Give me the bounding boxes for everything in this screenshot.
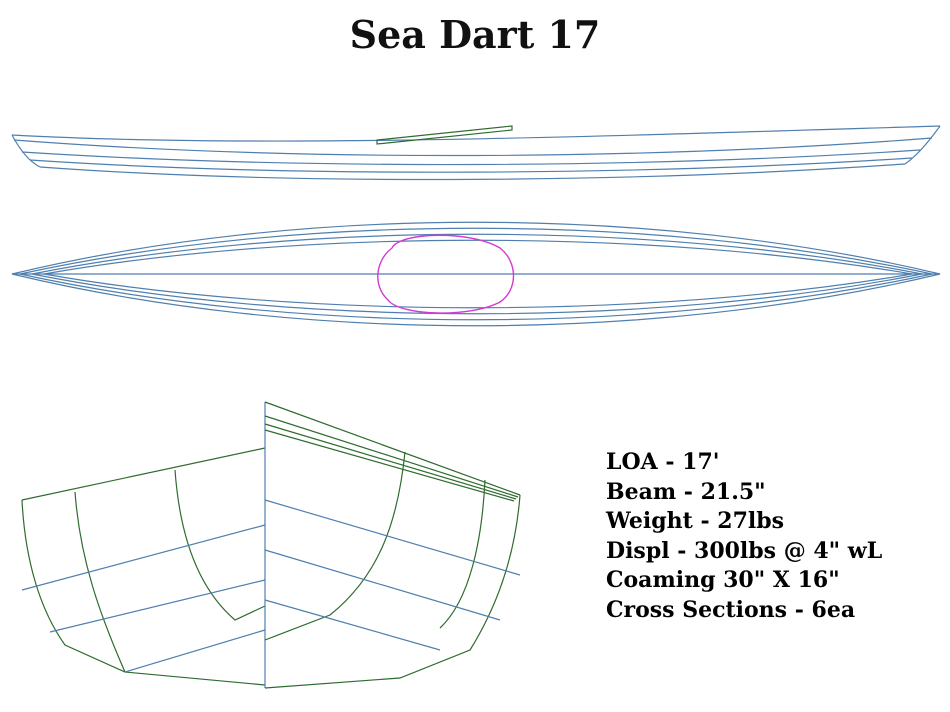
waterline-6 — [264, 599, 441, 651]
sheer-line-c — [264, 423, 517, 500]
plan-outline-3 — [31, 233, 923, 315]
section-line-3 — [174, 469, 266, 621]
waterline-4 — [264, 499, 521, 576]
sheer-line-a — [264, 401, 521, 496]
drawing-title: Sea Dart 17 — [349, 12, 601, 57]
coaming-outline — [377, 234, 515, 314]
section-line-1 — [21, 447, 266, 501]
spec-coaming: Coaming 30" X 16" — [606, 567, 840, 593]
plan-outline-1 — [11, 221, 941, 327]
section-line-2 — [74, 491, 126, 673]
waterline-2 — [49, 579, 266, 633]
sheer-line-d — [264, 429, 515, 502]
spec-weight: Weight - 27lbs — [606, 508, 784, 534]
coaming-profile — [376, 125, 513, 145]
profile-keel-line — [39, 163, 906, 181]
spec-cross-sections: Cross Sections - 6ea — [606, 596, 856, 623]
section-outline-right — [264, 494, 521, 689]
sheer-line-b — [264, 415, 519, 498]
waterline-1 — [21, 524, 266, 591]
plan-outline-4 — [43, 239, 913, 309]
spec-loa: LOA - 17' — [606, 449, 720, 475]
section-line-4 — [439, 479, 486, 629]
section-outline-left — [21, 499, 266, 686]
profile-chine-line-1 — [13, 137, 933, 157]
waterline-3 — [124, 629, 266, 673]
body-plan — [21, 401, 521, 689]
profile-stem — [11, 134, 41, 168]
section-line-5 — [264, 451, 406, 641]
waterline-5 — [264, 549, 501, 621]
plan-view — [11, 221, 941, 327]
profile-stern — [904, 125, 941, 165]
spec-list: LOA - 17' Beam - 21.5" Weight - 27lbs Di… — [606, 448, 882, 625]
profile-chine-line-3 — [29, 157, 913, 173]
plan-outline-2 — [19, 227, 933, 321]
spec-beam: Beam - 21.5" — [606, 478, 766, 505]
spec-displacement: Displ - 300lbs @ 4" wL — [606, 537, 883, 564]
profile-view — [11, 125, 941, 181]
profile-chine-line-2 — [21, 149, 921, 166]
